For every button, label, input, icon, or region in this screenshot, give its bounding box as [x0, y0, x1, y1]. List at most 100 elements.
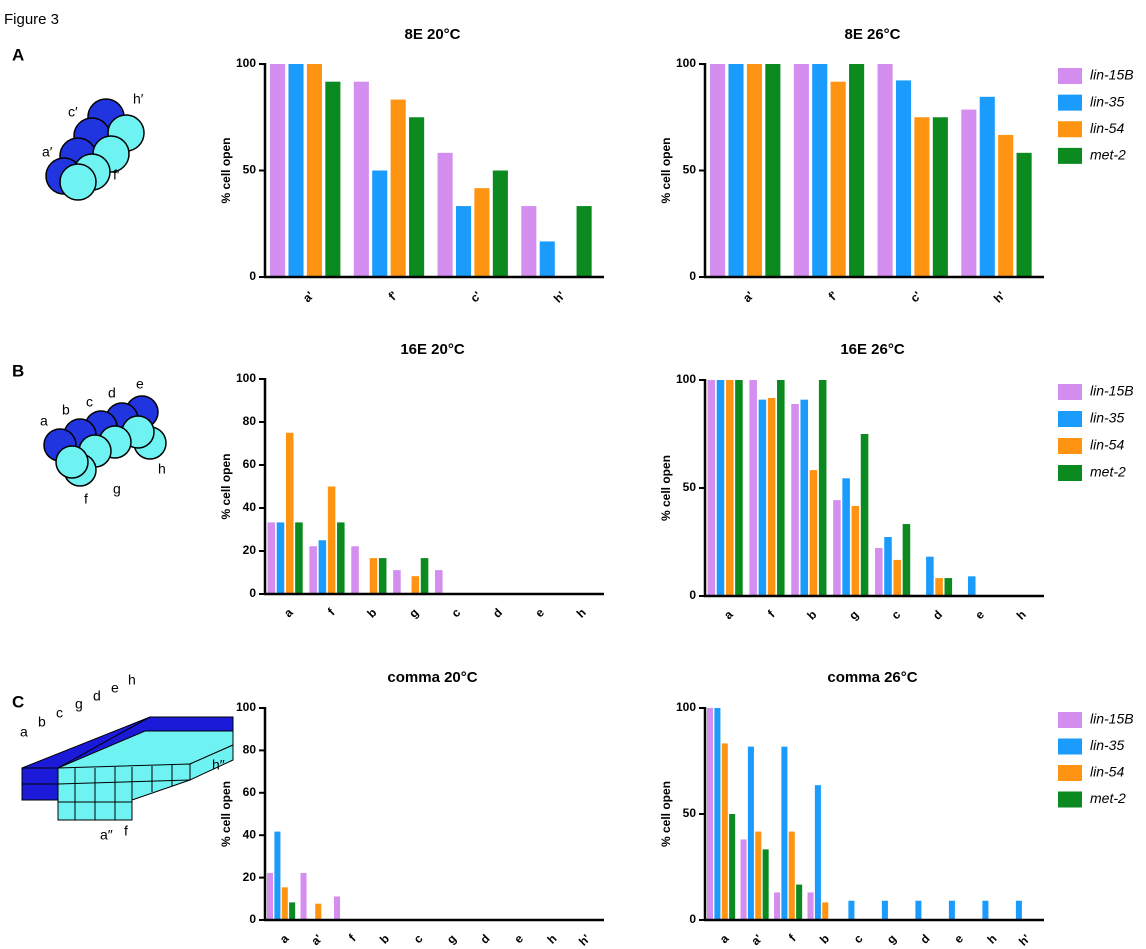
bar [747, 64, 762, 277]
x-tick-label: h [1014, 608, 1029, 623]
bar [882, 901, 888, 920]
bar [372, 171, 387, 278]
bar [789, 832, 795, 920]
cell-label: h [128, 672, 136, 688]
bar [914, 117, 929, 277]
bar [949, 901, 955, 920]
bar [794, 64, 809, 277]
bar [926, 557, 934, 596]
bar [282, 887, 288, 920]
y-tick-label: 0 [249, 586, 256, 600]
bar [763, 849, 769, 920]
bar [777, 380, 785, 596]
bar [878, 64, 893, 277]
bar [861, 434, 869, 596]
x-tick-label: e [951, 931, 966, 946]
x-tick-label: c' [468, 288, 485, 305]
legend-label: lin-54 [1090, 764, 1124, 780]
bar [903, 524, 911, 596]
chart-title: comma 20°C [387, 669, 477, 686]
y-tick-label: 80 [243, 743, 257, 757]
cell-label: c [86, 394, 93, 410]
legend-label: lin-35 [1090, 410, 1124, 426]
x-tick-label: d [917, 932, 932, 947]
x-tick-label: g [444, 932, 459, 947]
bar [726, 380, 734, 596]
legend-swatch [1058, 765, 1082, 781]
y-tick-label: 60 [243, 785, 257, 799]
y-tick-label: 0 [249, 912, 256, 926]
y-tick-label: 80 [243, 414, 257, 428]
legend-swatch [1058, 792, 1082, 808]
bar [328, 487, 336, 595]
chart-title: 8E 26°C [844, 26, 900, 43]
x-tick-label: f [786, 931, 799, 944]
figure-title: Figure 3 [4, 11, 59, 28]
bar [759, 400, 767, 596]
bar [708, 380, 716, 596]
legend-swatch [1058, 739, 1082, 755]
bar [438, 153, 453, 277]
x-tick-label: a [281, 605, 296, 620]
bar [819, 380, 827, 596]
bar [774, 892, 780, 920]
y-axis-label: % cell open [659, 455, 673, 521]
bar [354, 82, 369, 277]
legend-swatch [1058, 712, 1082, 728]
bar [810, 470, 818, 596]
y-tick-label: 100 [236, 56, 256, 70]
x-tick-label: h' [551, 288, 568, 305]
x-tick-label: d [477, 932, 492, 947]
x-tick-label: d [490, 606, 505, 621]
bar [391, 100, 406, 277]
y-axis-label: % cell open [219, 781, 233, 847]
bar [710, 64, 725, 277]
legend-swatch [1058, 384, 1082, 400]
bar [268, 522, 276, 594]
x-tick-label: h' [991, 288, 1008, 305]
legend-label: lin-15B [1090, 711, 1134, 727]
bar [748, 747, 754, 920]
bar [961, 110, 976, 277]
y-tick-label: 100 [236, 371, 256, 385]
legend-label: lin-54 [1090, 437, 1124, 453]
bar [833, 500, 841, 596]
bar [421, 558, 429, 594]
cell-label: a [40, 413, 48, 429]
x-tick-label: a [721, 607, 736, 622]
bar [435, 570, 443, 594]
bar [286, 433, 294, 594]
legend-label: met-2 [1090, 790, 1126, 806]
x-tick-label: f [765, 607, 778, 620]
bar [735, 380, 743, 596]
bar [893, 560, 901, 596]
bar [729, 814, 735, 920]
panel-letter: B [12, 361, 24, 380]
x-tick-label: f [325, 605, 338, 618]
chart-title: 16E 20°C [400, 341, 465, 358]
x-tick-label: a [717, 931, 732, 946]
bar [295, 522, 303, 594]
y-tick-label: 20 [243, 870, 257, 884]
bar [852, 506, 860, 596]
bar [277, 522, 285, 594]
bar [980, 97, 995, 277]
x-tick-label: g [846, 608, 861, 623]
bar [842, 478, 850, 596]
bar [521, 206, 536, 277]
legend-label: lin-54 [1090, 120, 1124, 136]
y-tick-label: 100 [236, 700, 256, 714]
bar [325, 82, 340, 277]
bar [796, 885, 802, 920]
bar [998, 135, 1013, 277]
x-tick-label: a [277, 931, 292, 946]
bar [274, 832, 280, 920]
cell-label: b [38, 714, 46, 730]
x-tick-label: h [984, 932, 999, 947]
bar [896, 80, 911, 277]
x-tick-label: f' [826, 288, 841, 303]
x-tick-label: f' [386, 288, 401, 303]
y-axis-label: % cell open [219, 453, 233, 519]
bar [393, 570, 401, 594]
cell-label: a″ [100, 827, 113, 843]
